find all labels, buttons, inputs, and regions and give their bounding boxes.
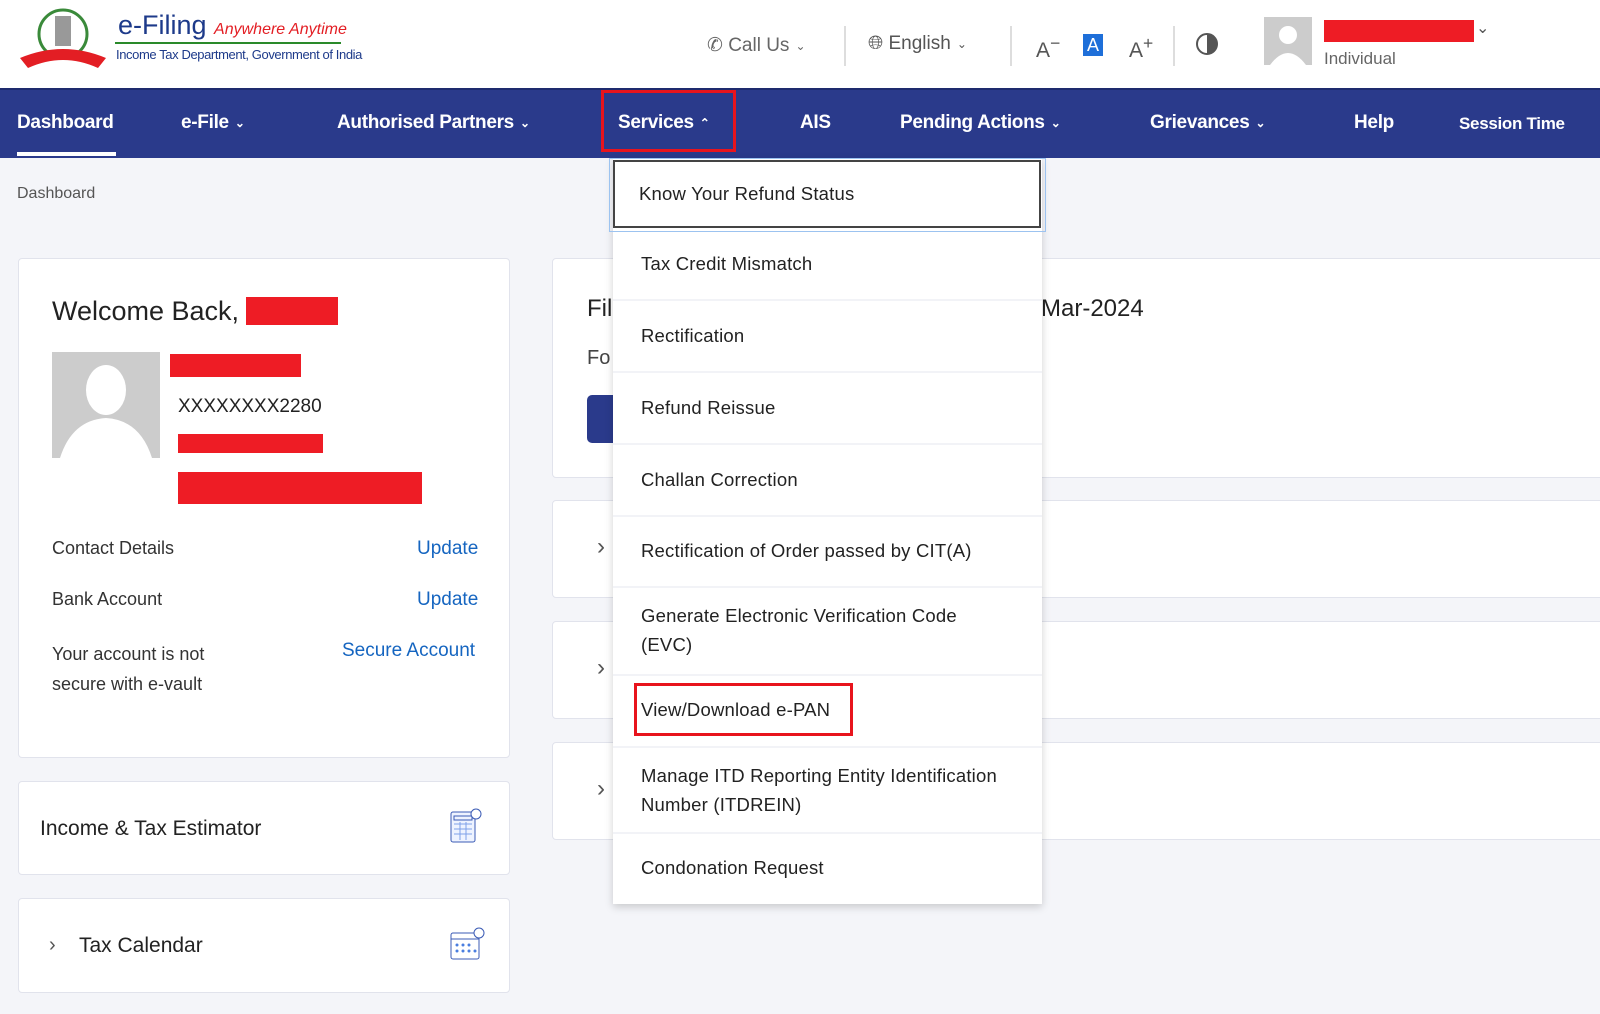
logo-divider (115, 42, 341, 44)
user-menu-chevron-icon[interactable]: ⌄ (1476, 20, 1490, 37)
chevron-right-icon[interactable]: › (597, 654, 605, 681)
redacted-field (170, 354, 301, 377)
nav-help[interactable]: Help (1354, 112, 1394, 133)
chevron-down-icon: ⌄ (519, 115, 530, 130)
profile-card: Welcome Back, XXXXXXXX2280 Contact Detai… (18, 258, 510, 758)
menu-separator (613, 674, 1042, 676)
menu-separator (613, 371, 1042, 373)
menu-item-challan-correction[interactable]: Challan Correction (641, 469, 798, 490)
filing-title-start: Fil (587, 295, 613, 322)
user-avatar[interactable] (1264, 17, 1312, 65)
menu-item-condonation-request[interactable]: Condonation Request (641, 857, 824, 878)
filing-subtitle: Fo (587, 347, 611, 369)
chevron-down-icon: ⌄ (795, 38, 806, 53)
profile-avatar (52, 352, 160, 458)
chevron-right-icon[interactable]: › (597, 533, 605, 560)
logo-title: e-Filing Anywhere Anytime (118, 10, 347, 40)
session-time: Session Time (1459, 114, 1565, 133)
update-bank-link[interactable]: Update (417, 589, 479, 610)
logo-subtitle: Income Tax Department, Government of Ind… (116, 47, 362, 62)
divider (1173, 26, 1175, 66)
divider (844, 26, 846, 66)
contrast-icon[interactable] (1196, 33, 1218, 55)
tax-calendar-title: Tax Calendar (79, 934, 203, 957)
phone-icon: ✆ (707, 35, 723, 56)
user-role: Individual (1324, 49, 1396, 68)
menu-item-view-download-epan[interactable]: View/Download e-PAN (641, 699, 831, 720)
epan-highlight-box (634, 683, 853, 736)
vault-status: Your account is not secure with e-vault (52, 644, 205, 694)
calculator-icon (449, 808, 483, 849)
nav-grievances[interactable]: Grievances ⌄ (1150, 112, 1266, 133)
globe-icon: 🌐︎ (868, 33, 884, 54)
menu-item-know-your-refund-status[interactable]: Know Your Refund Status (613, 160, 1041, 228)
menu-item-manage-itdrein[interactable]: Manage ITD Reporting Entity Identificati… (641, 765, 997, 815)
divider (1010, 26, 1012, 66)
pan-number: XXXXXXXX2280 (178, 396, 322, 417)
nav-services[interactable]: Services ⌃ (618, 112, 710, 133)
nav-authorised-partners[interactable]: Authorised Partners ⌄ (337, 112, 530, 133)
main-nav: Dashboard e-File ⌄ Authorised Partners ⌄ S… (0, 88, 1600, 158)
menu-separator (613, 832, 1042, 834)
call-us-dropdown[interactable]: ✆ Call Us ⌄ (707, 35, 806, 56)
contact-details-label: Contact Details (52, 538, 175, 558)
calendar-icon (449, 927, 485, 968)
chevron-right-icon[interactable]: › (49, 934, 56, 956)
chevron-down-icon: ⌄ (1255, 115, 1266, 130)
header: e-Filing Anywhere Anytime Income Tax Dep… (0, 0, 1600, 88)
emblem-logo[interactable] (18, 6, 108, 70)
nav-dashboard[interactable]: Dashboard (17, 112, 114, 133)
font-default-button[interactable]: A (1083, 34, 1103, 56)
nav-ais[interactable]: AIS (800, 112, 831, 133)
active-tab-indicator (17, 152, 116, 156)
menu-separator (613, 299, 1042, 301)
chevron-right-icon[interactable]: › (597, 775, 605, 802)
menu-separator (613, 746, 1042, 748)
menu-item-rectification-cita[interactable]: Rectification of Order passed by CIT(A) (641, 540, 972, 561)
services-dropdown-menu: Know Your Refund Status Tax Credit Misma… (609, 158, 1046, 904)
bank-account-label: Bank Account (52, 589, 163, 609)
language-dropdown[interactable]: 🌐︎ English ⌄ (868, 33, 967, 54)
redacted-name (246, 297, 338, 325)
menu-separator (613, 443, 1042, 445)
menu-separator (613, 515, 1042, 517)
welcome-heading: Welcome Back, (52, 296, 240, 326)
services-highlight-box (601, 90, 736, 152)
chevron-down-icon: ⌄ (1050, 115, 1061, 130)
menu-item-rectification[interactable]: Rectification (641, 325, 745, 346)
redacted-field (178, 434, 323, 453)
focus-ring (609, 158, 1046, 232)
nav-pending-actions[interactable]: Pending Actions ⌄ (900, 112, 1061, 133)
chevron-down-icon: ⌄ (956, 36, 967, 51)
estimator-title: Income & Tax Estimator (40, 817, 262, 840)
chevron-down-icon: ⌄ (234, 115, 245, 130)
menu-separator (613, 586, 1042, 588)
font-increase-button[interactable]: A+ (1129, 33, 1154, 62)
income-tax-estimator-card[interactable]: Income & Tax Estimator (18, 781, 510, 875)
breadcrumb[interactable]: Dashboard (17, 185, 96, 202)
tax-calendar-card[interactable]: › Tax Calendar (18, 898, 510, 993)
menu-item-generate-evc[interactable]: Generate Electronic Verification Code (EV… (641, 605, 957, 655)
nav-efile[interactable]: e-File ⌄ (181, 112, 245, 133)
secure-account-link[interactable]: Secure Account (342, 640, 476, 661)
redacted-username (1324, 20, 1474, 42)
chevron-up-icon: ⌃ (699, 115, 710, 130)
font-decrease-button[interactable]: A− (1036, 33, 1061, 62)
filing-title-end: Mar-2024 (1041, 295, 1144, 322)
redacted-field (178, 472, 422, 504)
menu-item-refund-reissue[interactable]: Refund Reissue (641, 397, 776, 418)
menu-item-tax-credit-mismatch[interactable]: Tax Credit Mismatch (641, 253, 813, 274)
update-contact-link[interactable]: Update (417, 538, 479, 559)
